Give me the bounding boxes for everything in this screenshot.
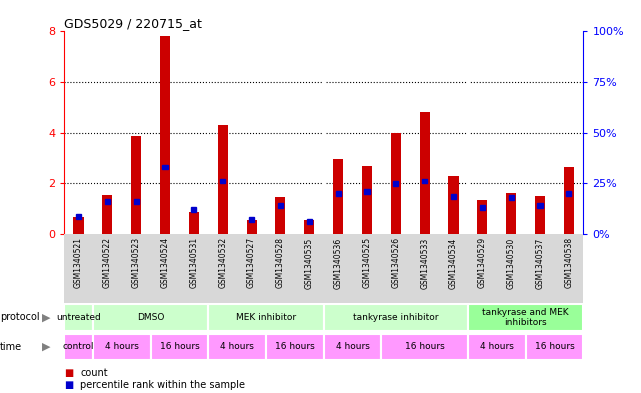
FancyBboxPatch shape: [526, 334, 583, 360]
Text: GSM1340532: GSM1340532: [218, 237, 228, 288]
Bar: [335, 191, 341, 196]
Bar: [131, 136, 141, 234]
Bar: [364, 189, 370, 194]
Text: 16 hours: 16 hours: [275, 342, 315, 351]
FancyBboxPatch shape: [468, 304, 583, 331]
Bar: [420, 112, 429, 234]
Bar: [191, 207, 197, 212]
Bar: [449, 176, 458, 234]
Text: 4 hours: 4 hours: [105, 342, 138, 351]
Text: GSM1340534: GSM1340534: [449, 237, 458, 288]
Text: 4 hours: 4 hours: [336, 342, 369, 351]
Text: 4 hours: 4 hours: [480, 342, 513, 351]
Text: GDS5029 / 220715_at: GDS5029 / 220715_at: [64, 17, 202, 30]
FancyBboxPatch shape: [93, 304, 208, 331]
Bar: [333, 159, 343, 234]
Bar: [133, 199, 139, 204]
Bar: [218, 125, 228, 234]
FancyBboxPatch shape: [468, 334, 526, 360]
Text: ▶: ▶: [42, 312, 50, 322]
FancyBboxPatch shape: [64, 304, 93, 331]
Text: tankyrase inhibitor: tankyrase inhibitor: [353, 313, 438, 322]
Bar: [508, 195, 514, 200]
Text: GSM1340535: GSM1340535: [304, 237, 314, 288]
Text: untreated: untreated: [56, 313, 101, 322]
Text: protocol: protocol: [0, 312, 40, 322]
Bar: [393, 181, 399, 185]
FancyBboxPatch shape: [151, 334, 208, 360]
Text: control: control: [63, 342, 94, 351]
Text: GSM1340523: GSM1340523: [131, 237, 141, 288]
Text: GSM1340531: GSM1340531: [189, 237, 199, 288]
Bar: [566, 191, 572, 196]
Text: GSM1340538: GSM1340538: [564, 237, 574, 288]
FancyBboxPatch shape: [93, 334, 151, 360]
Text: tankyrase and MEK
inhibitors: tankyrase and MEK inhibitors: [482, 308, 569, 327]
Text: ▶: ▶: [42, 342, 50, 352]
Text: ■: ■: [64, 367, 73, 378]
Text: GSM1340528: GSM1340528: [276, 237, 285, 288]
Bar: [104, 199, 110, 204]
FancyBboxPatch shape: [381, 334, 468, 360]
FancyBboxPatch shape: [266, 334, 324, 360]
Bar: [422, 179, 428, 184]
Text: GSM1340524: GSM1340524: [160, 237, 170, 288]
Text: 16 hours: 16 hours: [160, 342, 199, 351]
Text: 16 hours: 16 hours: [535, 342, 574, 351]
FancyBboxPatch shape: [64, 234, 583, 303]
Text: ■: ■: [64, 380, 73, 390]
Text: GSM1340530: GSM1340530: [506, 237, 516, 288]
FancyBboxPatch shape: [208, 334, 266, 360]
Bar: [276, 197, 285, 234]
Bar: [479, 205, 485, 210]
FancyBboxPatch shape: [324, 334, 381, 360]
Bar: [249, 217, 254, 222]
Text: 16 hours: 16 hours: [404, 342, 445, 351]
Text: GSM1340525: GSM1340525: [362, 237, 372, 288]
Bar: [220, 179, 226, 184]
Bar: [103, 195, 112, 234]
Bar: [160, 37, 170, 234]
Bar: [76, 214, 81, 219]
Text: 4 hours: 4 hours: [221, 342, 254, 351]
Bar: [189, 212, 199, 234]
Bar: [306, 219, 312, 224]
Bar: [391, 132, 401, 234]
Bar: [362, 165, 372, 234]
Bar: [74, 217, 83, 234]
FancyBboxPatch shape: [324, 304, 468, 331]
Text: GSM1340522: GSM1340522: [103, 237, 112, 288]
Text: GSM1340527: GSM1340527: [247, 237, 256, 288]
Bar: [478, 200, 487, 234]
Text: MEK inhibitor: MEK inhibitor: [236, 313, 296, 322]
Bar: [162, 165, 168, 169]
Bar: [451, 194, 456, 199]
FancyBboxPatch shape: [208, 304, 324, 331]
Bar: [564, 167, 574, 234]
Text: GSM1340526: GSM1340526: [391, 237, 401, 288]
Text: GSM1340533: GSM1340533: [420, 237, 429, 288]
Text: GSM1340521: GSM1340521: [74, 237, 83, 288]
Bar: [247, 220, 256, 234]
Text: count: count: [80, 367, 108, 378]
Bar: [506, 193, 516, 234]
FancyBboxPatch shape: [64, 334, 93, 360]
Text: GSM1340529: GSM1340529: [478, 237, 487, 288]
Bar: [537, 203, 543, 208]
Bar: [278, 203, 283, 208]
Bar: [535, 196, 545, 234]
Text: DMSO: DMSO: [137, 313, 164, 322]
Text: percentile rank within the sample: percentile rank within the sample: [80, 380, 245, 390]
Text: time: time: [0, 342, 22, 352]
Bar: [304, 220, 314, 234]
Text: GSM1340536: GSM1340536: [333, 237, 343, 288]
Text: GSM1340537: GSM1340537: [535, 237, 545, 288]
